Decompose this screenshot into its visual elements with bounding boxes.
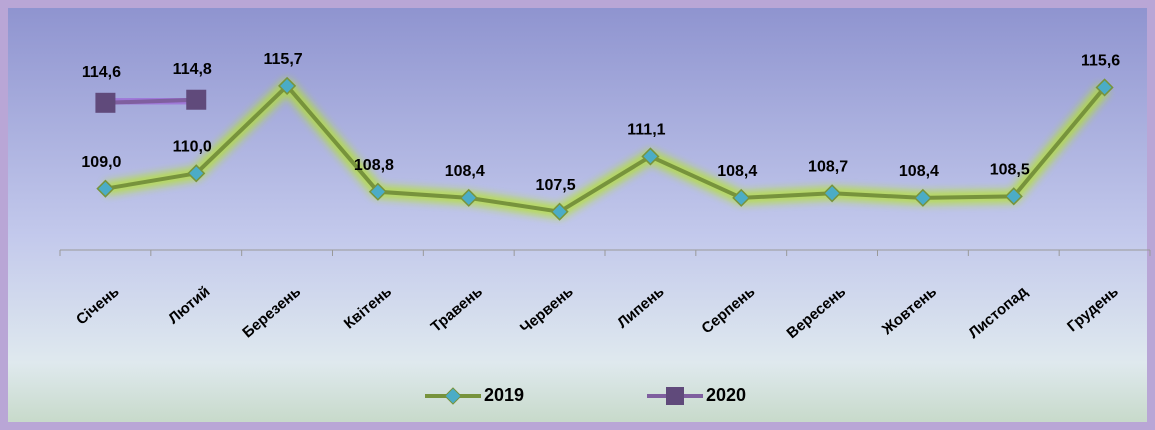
series-line	[105, 97, 197, 105]
marker	[550, 202, 569, 221]
legend-marker	[666, 387, 684, 405]
data-label: 108,7	[808, 158, 848, 175]
marker	[96, 179, 115, 198]
data-label: 114,6	[82, 64, 121, 81]
marker	[187, 164, 206, 183]
series-line	[105, 83, 1107, 214]
marker	[278, 76, 297, 95]
data-label: 109,0	[81, 154, 121, 171]
marker	[368, 182, 387, 201]
marker	[913, 188, 932, 207]
data-label: 108,4	[899, 163, 939, 180]
legend-label: 2019	[484, 385, 524, 405]
data-label: 114,8	[173, 61, 212, 78]
marker	[459, 188, 478, 207]
marker	[823, 184, 842, 203]
marker	[1095, 78, 1114, 97]
data-label: 111,1	[627, 122, 665, 139]
data-label: 107,5	[536, 177, 576, 194]
marker	[641, 147, 660, 166]
data-label: 108,5	[990, 162, 1030, 179]
legend-label: 2020	[706, 385, 746, 405]
data-label: 108,4	[445, 163, 485, 180]
data-label: 108,4	[717, 163, 757, 180]
marker	[186, 89, 207, 110]
marker	[95, 92, 116, 113]
marker	[732, 188, 751, 207]
data-label: 110,0	[173, 139, 212, 156]
data-label: 115,7	[264, 51, 303, 68]
data-label: 108,8	[354, 157, 394, 174]
data-label: 115,6	[1081, 53, 1120, 70]
legend-marker	[444, 387, 462, 405]
marker	[1004, 187, 1023, 206]
